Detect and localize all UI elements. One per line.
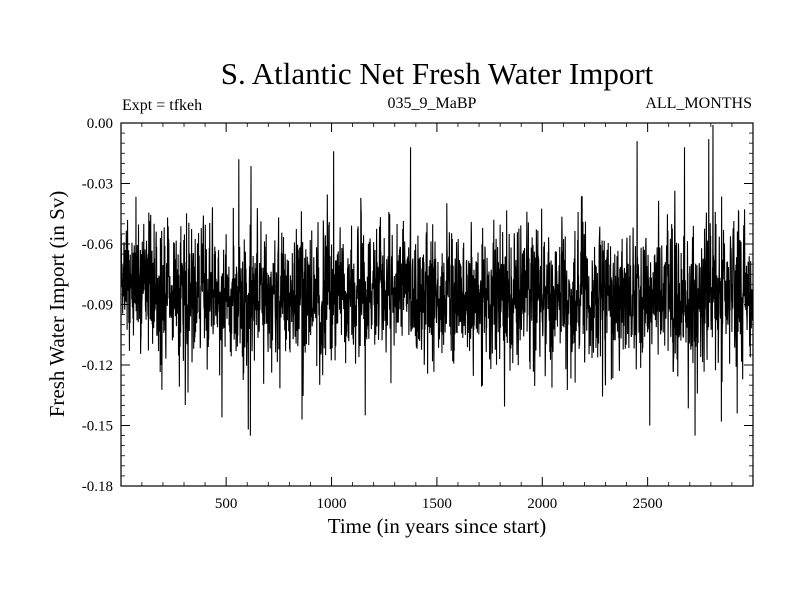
run-label: 035_9_MaBP	[388, 95, 477, 112]
x-tick-label: 500	[215, 496, 238, 512]
y-tick-label: -0.18	[82, 479, 113, 495]
y-tick-label: 0.00	[87, 116, 113, 132]
y-tick-label: -0.09	[82, 298, 113, 314]
x-tick-label: 1000	[317, 496, 347, 512]
x-tick-label: 2000	[527, 496, 557, 512]
x-axis-label: Time (in years since start)	[328, 514, 547, 538]
x-tick-label: 2500	[633, 496, 663, 512]
series-line	[121, 125, 753, 436]
months-label: ALL_MONTHS	[645, 95, 752, 112]
y-tick-label: -0.06	[82, 237, 114, 253]
x-axis: 500 1000 1500 2000 2500	[141, 123, 733, 512]
y-tick-label: -0.03	[82, 177, 113, 193]
y-axis-label: Fresh Water Import (in Sv)	[45, 191, 69, 418]
y-axis: 0.00 -0.03 -0.06 -0.09 -0.12 -0.15 -0.18	[82, 116, 753, 495]
experiment-label: Expt = tfkeh	[122, 97, 202, 114]
chart-title: S. Atlantic Net Fresh Water Import	[221, 56, 654, 91]
y-tick-label: -0.15	[82, 419, 113, 435]
x-tick-label: 1500	[422, 496, 452, 512]
y-tick-label: -0.12	[82, 358, 113, 374]
